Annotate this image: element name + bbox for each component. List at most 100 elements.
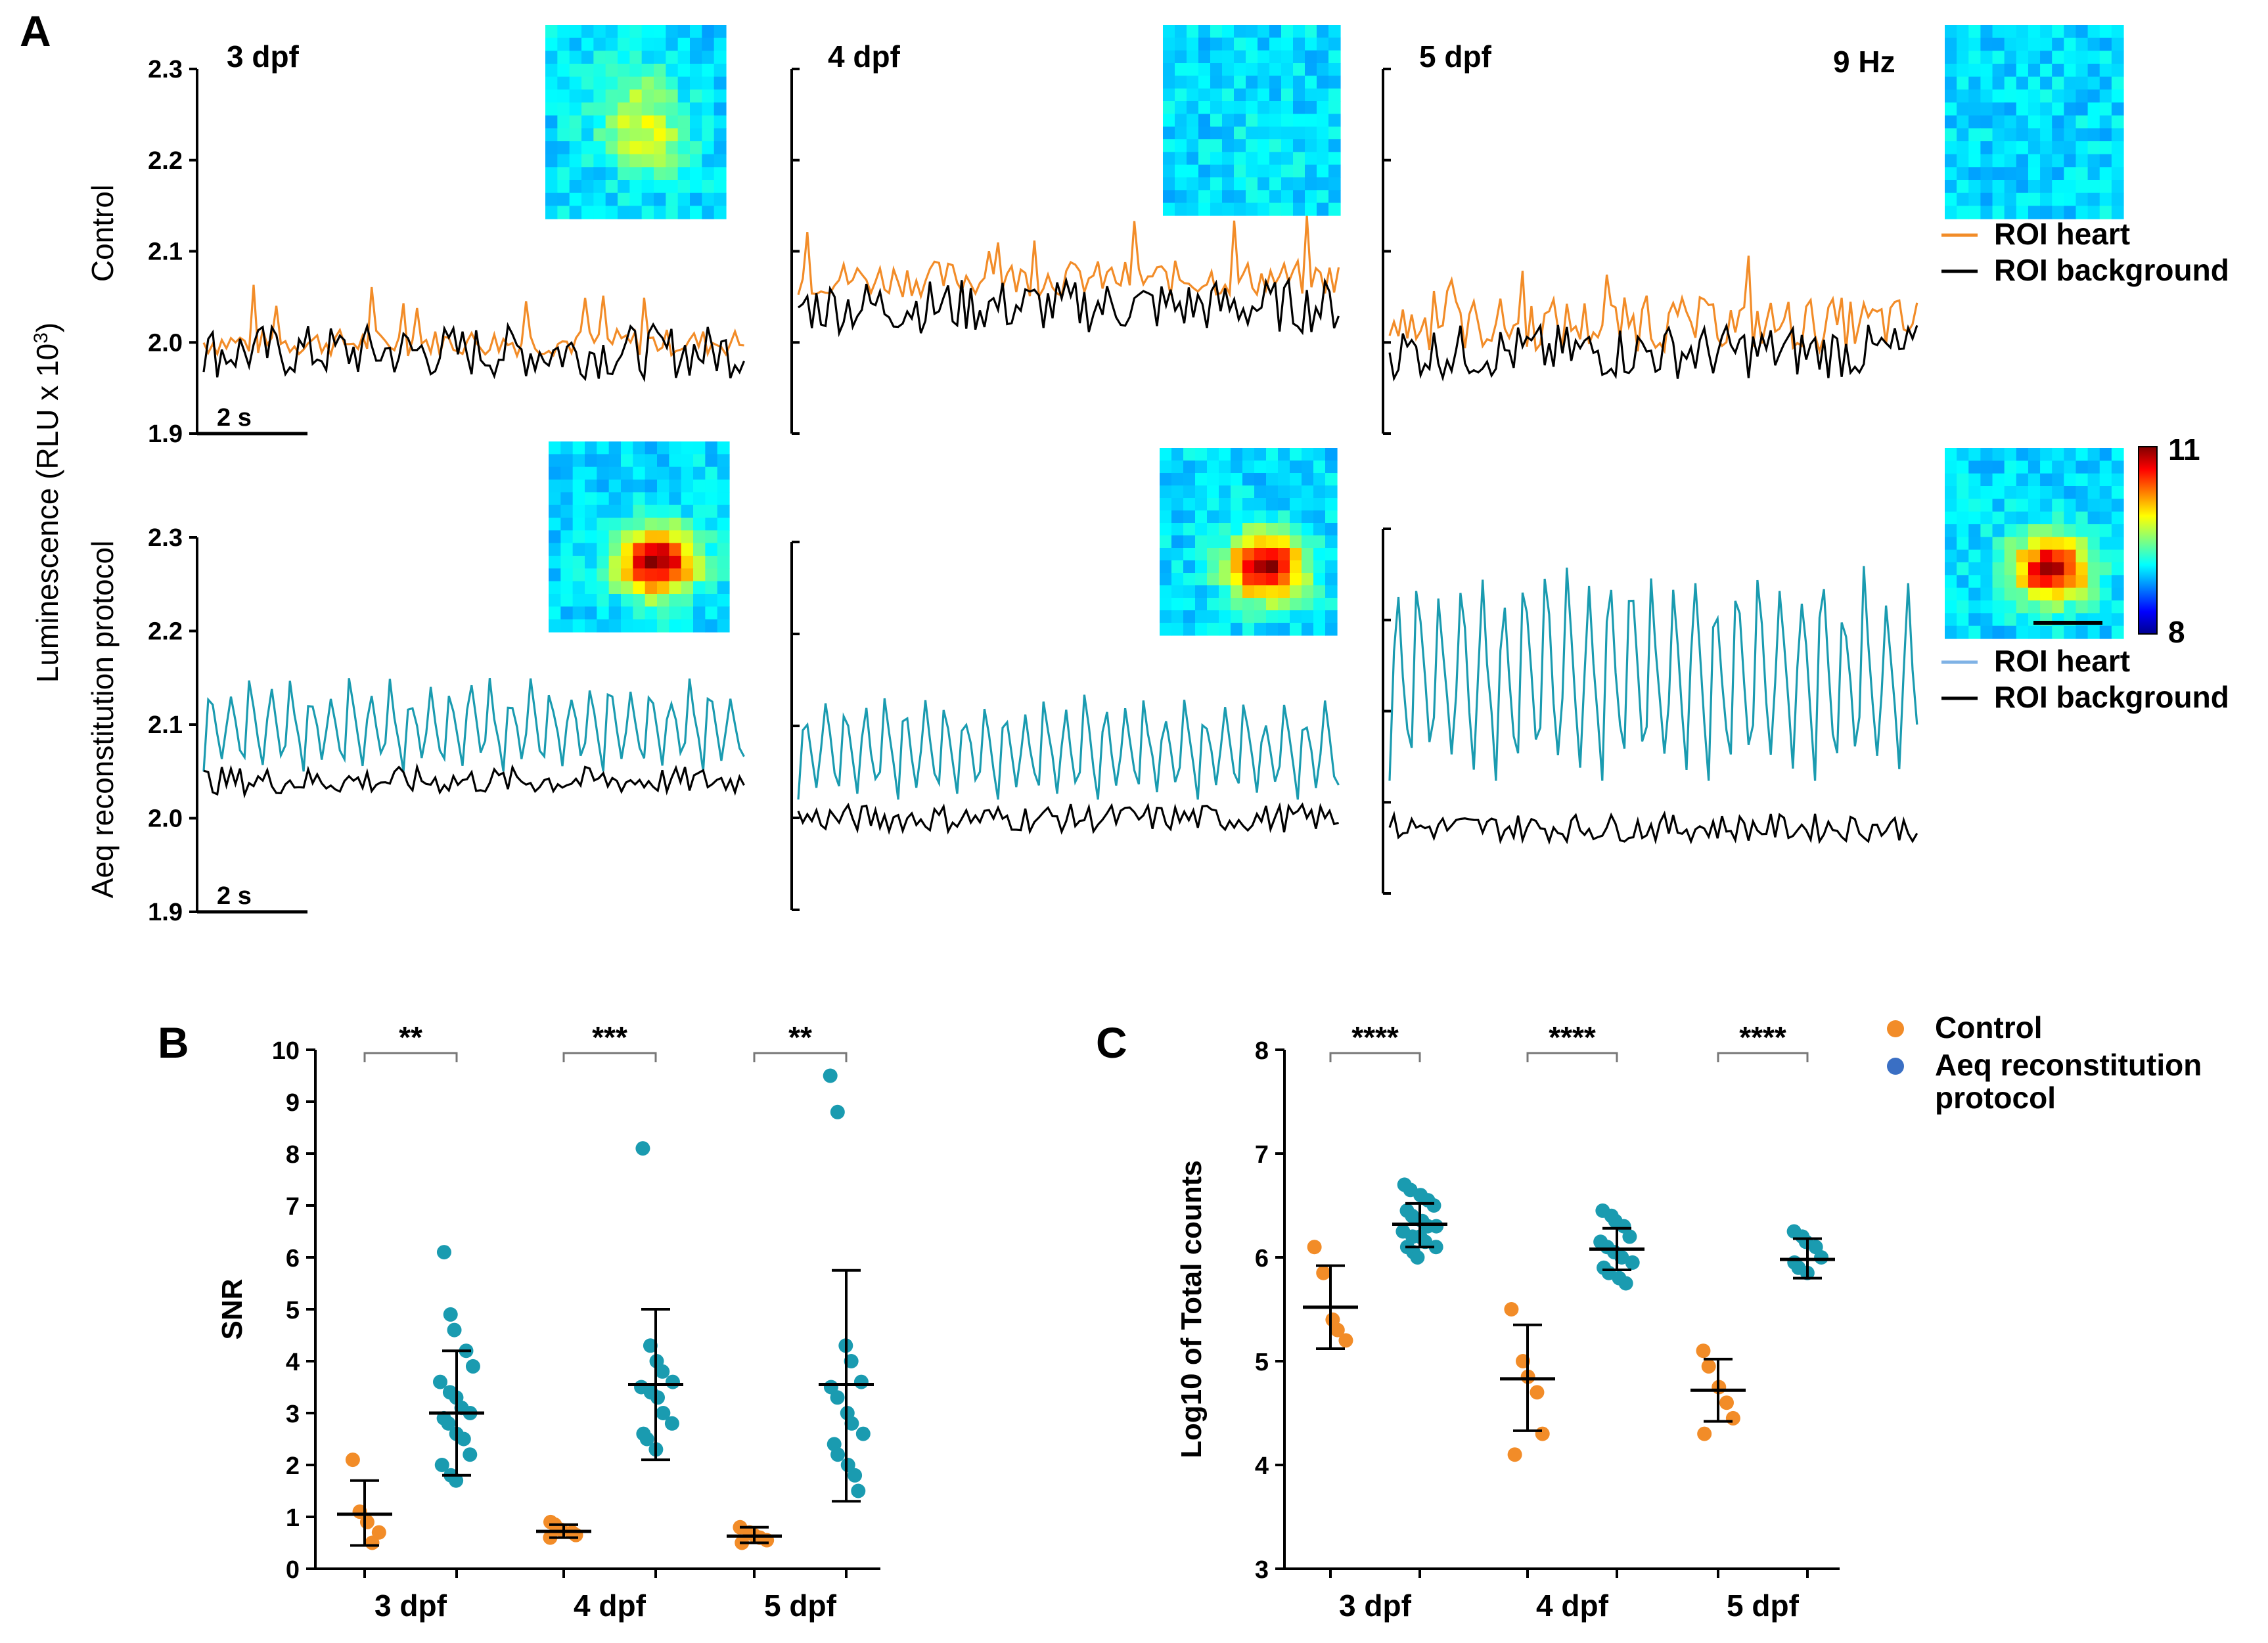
heatmap-pixel: [1325, 461, 1338, 474]
heatmap-pixel: [1957, 64, 1969, 78]
heatmap-pixel: [1163, 177, 1175, 191]
y-tick-label: 4: [286, 1349, 300, 1376]
heatmap-pixel: [1290, 461, 1302, 474]
heatmap-pixel: [654, 167, 666, 181]
heatmap-pixel: [581, 206, 594, 219]
heatmap-pixel: [1957, 499, 1969, 512]
heatmap-pixel: [2064, 141, 2077, 155]
heatmap-pixel: [1980, 115, 1993, 129]
heatmap-pixel: [2087, 115, 2100, 129]
heatmap-pixel: [2052, 25, 2064, 39]
heatmap-pixel: [1281, 164, 1294, 178]
heatmap-pixel: [2087, 192, 2100, 206]
heatmap-pixel: [677, 89, 691, 103]
heatmap-pixel: [2111, 499, 2124, 512]
y-tick-label: 7: [1255, 1141, 1269, 1169]
heatmap-pixel: [1968, 64, 1981, 78]
heatmap-pixel: [669, 480, 682, 493]
heatmap-pixel: [657, 454, 669, 468]
heatmap-pixel: [597, 530, 610, 544]
heatmap-pixel: [2052, 448, 2064, 461]
heatmap-pixel: [1195, 535, 1208, 549]
heatmap-pixel: [2016, 64, 2029, 78]
heatmap-pixel: [1231, 560, 1243, 574]
heatmap-inset: [545, 25, 727, 219]
heatmap-pixel: [1317, 126, 1329, 140]
heatmap-pixel: [2075, 448, 2089, 461]
y-tick-label: 6: [1255, 1245, 1269, 1272]
heatmap-pixel: [645, 606, 658, 620]
heatmap-pixel: [2111, 511, 2124, 525]
heatmap-pixel: [1171, 485, 1184, 499]
heatmap-pixel: [581, 76, 594, 90]
heatmap-pixel: [2040, 180, 2053, 194]
heatmap-pixel: [572, 518, 585, 531]
heatmap-pixel: [1222, 202, 1235, 216]
heatmap-pixel: [2099, 154, 2112, 168]
data-point: [1701, 1359, 1716, 1374]
data-point: [1625, 1255, 1640, 1270]
data-point: [447, 1322, 462, 1338]
heatmap-pixel: [1317, 152, 1329, 166]
heatmap-pixel: [1302, 461, 1314, 474]
panel-a-letter: A: [20, 7, 51, 55]
heatmap-pixel: [1219, 598, 1231, 611]
heatmap-pixel: [693, 466, 706, 480]
heatmap-pixel: [2111, 180, 2124, 194]
heatmap-pixel: [557, 64, 570, 78]
heatmap-pixel: [1992, 587, 2005, 601]
heatmap-pixel: [618, 51, 630, 64]
heatmap-pixel: [641, 128, 654, 142]
heatmap-pixel: [693, 441, 706, 455]
heatmap-pixel: [1992, 206, 2005, 219]
heatmap-pixel: [1246, 63, 1258, 76]
heatmap-pixel: [702, 64, 715, 78]
legend-marker: [1887, 1058, 1904, 1075]
heatmap-pixel: [1980, 64, 1993, 78]
heatmap-pixel: [2087, 141, 2100, 155]
heatmap-pixel: [608, 556, 622, 569]
heatmap-pixel: [581, 89, 594, 103]
heatmap-pixel: [1278, 598, 1290, 611]
data-point: [1622, 1229, 1637, 1244]
trace-roi-heart: [1388, 566, 1918, 781]
heatmap-pixel: [1231, 448, 1243, 461]
data-point: [359, 1514, 374, 1529]
data-point: [655, 1364, 670, 1379]
heatmap-pixel: [557, 206, 570, 219]
heatmap-pixel: [677, 25, 691, 39]
significance-label: **: [788, 1020, 812, 1054]
heatmap-pixel: [2004, 549, 2017, 563]
heatmap-pixel: [2040, 499, 2053, 512]
heatmap-pixel: [1231, 485, 1243, 499]
heatmap-pixel: [1968, 37, 1981, 51]
heatmap-pixel: [1313, 523, 1326, 536]
heatmap-pixel: [1231, 598, 1243, 611]
heatmap-pixel: [1254, 473, 1267, 486]
heatmap-pixel: [1325, 448, 1338, 461]
heatmap-pixel: [1305, 50, 1317, 64]
trace-roi-background: [203, 763, 745, 799]
heatmap-pixel: [545, 37, 558, 51]
heatmap-pixel: [621, 466, 633, 480]
heatmap-pixel: [1160, 523, 1172, 536]
heatmap-pixel: [2004, 473, 2017, 487]
heatmap-pixel: [693, 543, 706, 556]
heatmap-pixel: [1210, 202, 1223, 216]
heatmap-pixel: [1160, 560, 1172, 574]
heatmap-pixel: [1302, 548, 1314, 561]
heatmap-pixel: [1317, 50, 1329, 64]
heatmap-pixel: [549, 454, 561, 468]
heatmap-pixel: [629, 37, 643, 51]
heatmap-pixel: [569, 192, 582, 206]
data-point: [830, 1447, 846, 1462]
heatmap-pixel: [1234, 50, 1246, 64]
heatmap-pixel: [1945, 37, 1957, 51]
heatmap-pixel: [1266, 548, 1279, 561]
heatmap-pixel: [1183, 498, 1196, 511]
heatmap-pixel: [645, 505, 658, 518]
heatmap-pixel: [1325, 610, 1338, 623]
significance-label: ****: [1549, 1020, 1596, 1054]
heatmap-pixel: [714, 115, 727, 129]
heatmap-pixel: [572, 606, 585, 620]
